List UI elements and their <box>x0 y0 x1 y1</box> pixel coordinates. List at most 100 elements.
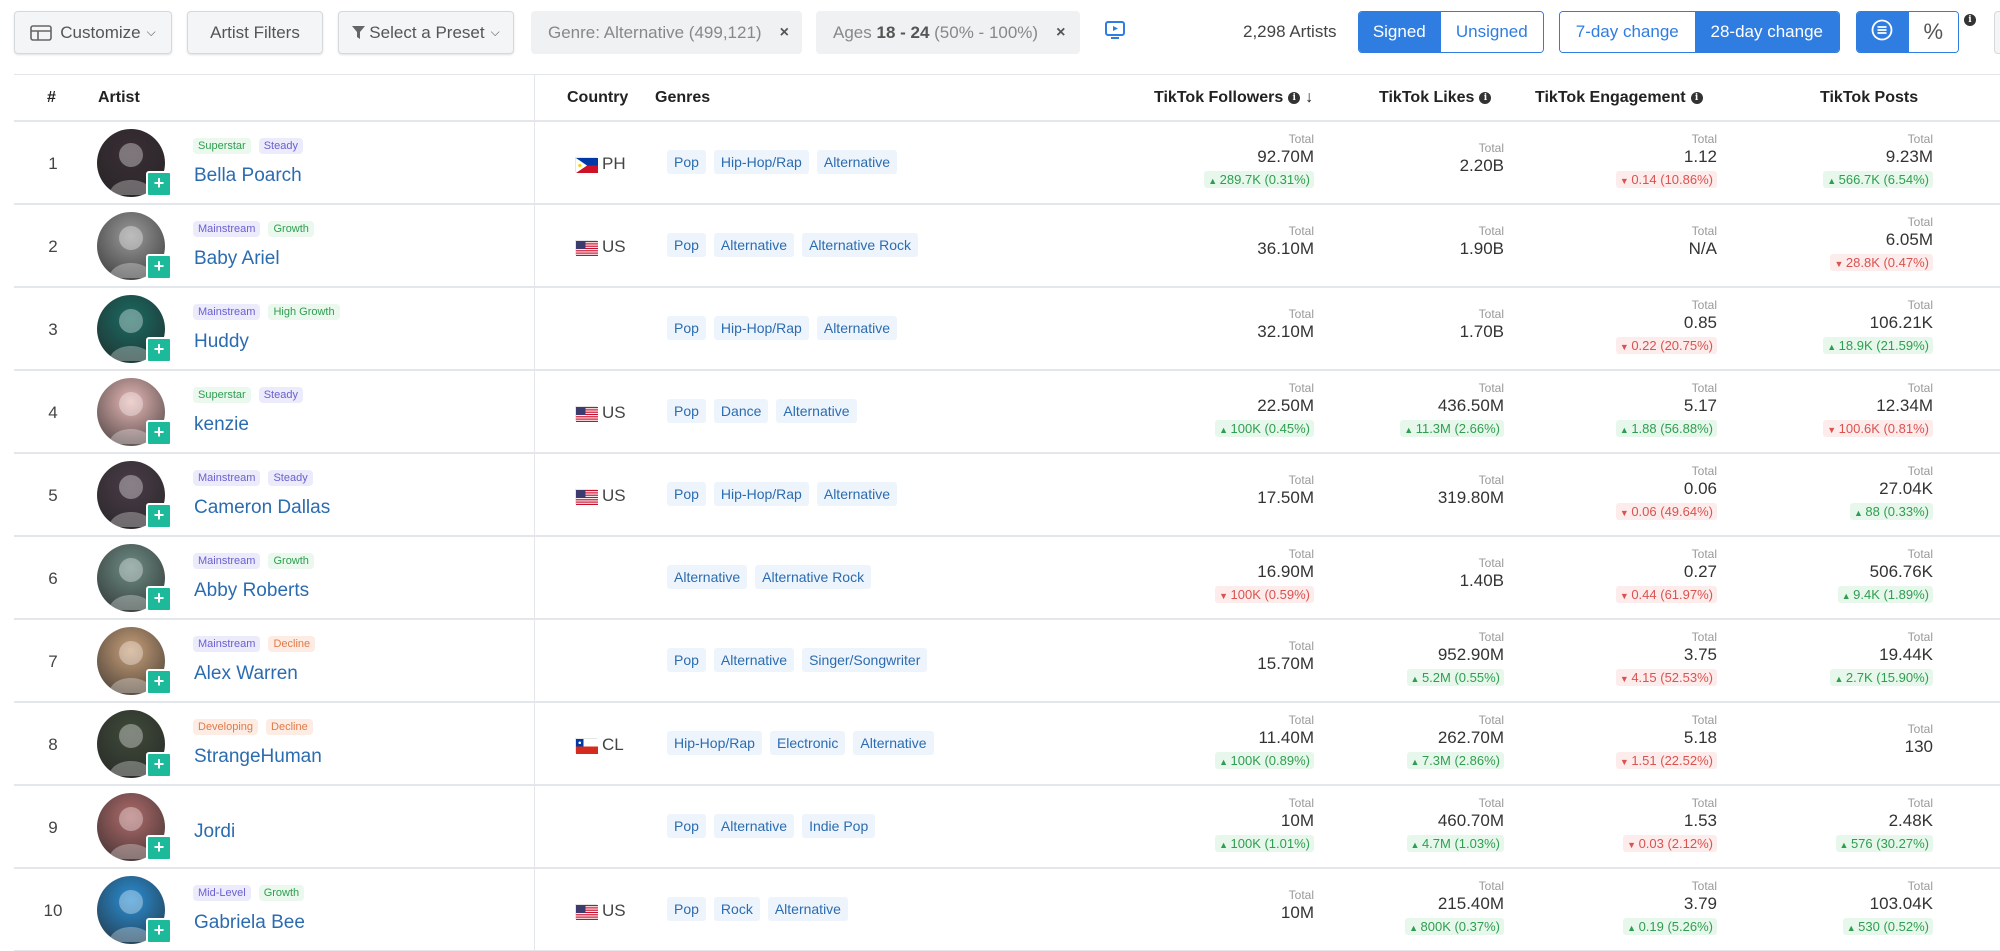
table-row[interactable]: 4 + Superstar Steady kenzie US Pop Dance Alterna… <box>14 371 2000 454</box>
artist-name-link[interactable]: Jordi <box>194 821 236 842</box>
header-artist[interactable]: Artist <box>98 89 140 106</box>
artist-name-link[interactable]: kenzie <box>194 414 249 435</box>
posts-change: 576 (30.27%) <box>1850 836 1929 851</box>
posts-cell: Total 106.21K ▲ 18.9K (21.59%) <box>1823 298 1933 355</box>
artist-name-link[interactable]: Cameron Dallas <box>194 497 331 518</box>
table-row[interactable]: 10 + Mid-Level Growth Gabriela Bee US Pop Rock A… <box>14 869 2000 951</box>
genre-tag[interactable]: Alternative Rock <box>802 233 919 257</box>
avatar[interactable]: + <box>97 710 172 778</box>
genre-tag[interactable]: Alternative <box>713 648 795 672</box>
genre-tag[interactable]: Pop <box>667 648 706 672</box>
genre-tag[interactable]: Alternative <box>776 399 857 423</box>
add-artist-icon[interactable]: + <box>146 918 172 944</box>
genre-tag[interactable]: Pop <box>667 150 706 174</box>
genre-tag[interactable]: Alternative <box>853 731 934 755</box>
select-preset-button[interactable]: Select a Preset ⌵ <box>338 11 514 54</box>
unsigned-button[interactable]: Unsigned <box>1439 12 1543 52</box>
list-mode-button[interactable] <box>1857 12 1908 52</box>
genre-tag[interactable]: Alternative Rock <box>755 565 872 589</box>
artist-name-link[interactable]: Baby Ariel <box>194 248 280 269</box>
genre-tag[interactable]: Indie Pop <box>802 814 876 838</box>
percent-mode-button[interactable]: % <box>1907 12 1958 52</box>
info-icon[interactable]: i <box>1479 92 1492 104</box>
signed-button[interactable]: Signed <box>1359 12 1440 52</box>
genre-tag[interactable]: Singer/Songwriter <box>802 648 928 672</box>
genre-tag[interactable]: Electronic <box>769 731 846 755</box>
avatar[interactable]: + <box>97 461 172 529</box>
seven-day-change-button[interactable]: 7-day change <box>1560 12 1695 52</box>
table-row[interactable]: 6 + Mainstream Growth Abby Roberts Alternativ… <box>14 537 2000 620</box>
avatar[interactable]: + <box>97 212 172 280</box>
genre-tag[interactable]: Rock <box>713 897 760 921</box>
genre-tag[interactable]: Pop <box>667 316 706 340</box>
genre-tag[interactable]: Dance <box>713 399 769 423</box>
table-row[interactable]: 9 + Jordi Pop Alternative Indie Pop Total 10M ▲ … <box>14 786 2000 869</box>
customize-button[interactable]: Customize ⌵ <box>14 11 172 54</box>
genre-tag[interactable]: Pop <box>667 233 706 257</box>
genre-tag[interactable]: Hip-Hop/Rap <box>713 150 809 174</box>
remove-age-filter-icon[interactable]: × <box>1056 23 1066 41</box>
table-row[interactable]: 3 + Mainstream High Growth Huddy Pop Hip-Hop/R… <box>14 288 2000 371</box>
genre-tag[interactable]: Hip-Hop/Rap <box>713 316 809 340</box>
genre-tag[interactable]: Alternative <box>816 150 898 174</box>
tv-play-icon[interactable] <box>1104 20 1126 40</box>
genre-tag[interactable]: Pop <box>667 897 706 921</box>
table-row[interactable]: 5 + Mainstream Steady Cameron Dallas US Pop Hip… <box>14 454 2000 537</box>
avatar[interactable]: + <box>97 793 172 861</box>
add-artist-icon[interactable]: + <box>146 669 172 695</box>
genre-tag[interactable]: Alternative <box>816 316 898 340</box>
artist-filters-button[interactable]: Artist Filters <box>187 11 323 54</box>
artist-name-link[interactable]: StrangeHuman <box>194 746 322 767</box>
header-genres[interactable]: Genres <box>655 89 711 106</box>
total-label: Total <box>1478 224 1504 238</box>
add-artist-icon[interactable]: + <box>146 835 172 861</box>
add-artist-icon[interactable]: + <box>146 586 172 612</box>
genre-tag[interactable]: Alternative <box>667 565 748 589</box>
add-artist-icon[interactable]: + <box>146 420 172 446</box>
table-row[interactable]: 8 + Developing Decline StrangeHuman CL Hip-Hop… <box>14 703 2000 786</box>
genre-tag[interactable]: Hip-Hop/Rap <box>667 731 762 755</box>
artist-name-link[interactable]: Abby Roberts <box>194 580 310 601</box>
header-country[interactable]: Country <box>567 89 629 106</box>
genre-tag[interactable]: Pop <box>667 482 706 506</box>
avatar[interactable]: + <box>97 627 172 695</box>
engagement-cell: Total 1.12 ▼ 0.14 (10.86%) <box>1615 132 1717 189</box>
table-row[interactable]: 2 + Mainstream Growth Baby Ariel US Pop Alterna… <box>14 205 2000 288</box>
genre-tag[interactable]: Alternative <box>816 482 898 506</box>
avatar[interactable]: + <box>97 295 172 363</box>
header-tiktok-posts[interactable]: TikTok Posts <box>1820 89 1919 106</box>
info-icon[interactable]: i <box>1964 14 1976 26</box>
triangle-down-icon: ▼ <box>1834 259 1846 269</box>
header-tiktok-engagement[interactable]: TikTok Engagement i <box>1535 89 1703 107</box>
overflow-button[interactable] <box>1994 11 2000 54</box>
avatar[interactable]: + <box>97 544 172 612</box>
add-artist-icon[interactable]: + <box>146 254 172 280</box>
header-tiktok-likes[interactable]: TikTok Likes i <box>1379 89 1492 107</box>
artist-name-link[interactable]: Huddy <box>194 331 249 352</box>
info-icon[interactable]: i <box>1690 92 1703 104</box>
genre-tag[interactable]: Alternative <box>713 233 795 257</box>
posts-change: 28.8K (0.47%) <box>1845 255 1929 270</box>
header-tiktok-followers[interactable]: TikTok Followers i ↓ <box>1154 89 1313 107</box>
avatar[interactable]: + <box>97 378 172 446</box>
add-artist-icon[interactable]: + <box>146 171 172 197</box>
info-icon[interactable]: i <box>1288 92 1301 104</box>
avatar[interactable]: + <box>97 129 172 197</box>
engagement-change: 0.19 (5.26%) <box>1638 919 1713 934</box>
artist-name-link[interactable]: Gabriela Bee <box>194 912 305 933</box>
genre-tag[interactable]: Pop <box>667 814 706 838</box>
avatar[interactable]: + <box>97 876 172 944</box>
artist-name-link[interactable]: Alex Warren <box>194 663 298 684</box>
add-artist-icon[interactable]: + <box>146 337 172 363</box>
add-artist-icon[interactable]: + <box>146 752 172 778</box>
twenty-eight-day-change-button[interactable]: 28-day change <box>1694 12 1839 52</box>
add-artist-icon[interactable]: + <box>146 503 172 529</box>
table-row[interactable]: 7 + Mainstream Decline Alex Warren Pop Alterna… <box>14 620 2000 703</box>
genre-tag[interactable]: Alternative <box>767 897 848 921</box>
table-row[interactable]: 1 + Superstar Steady Bella Poarch PH Pop Hip-Ho… <box>14 122 2000 205</box>
remove-genre-filter-icon[interactable]: × <box>779 23 789 41</box>
genre-tag[interactable]: Alternative <box>713 814 795 838</box>
genre-tag[interactable]: Pop <box>667 399 706 423</box>
genre-tag[interactable]: Hip-Hop/Rap <box>713 482 809 506</box>
artist-name-link[interactable]: Bella Poarch <box>194 165 302 186</box>
